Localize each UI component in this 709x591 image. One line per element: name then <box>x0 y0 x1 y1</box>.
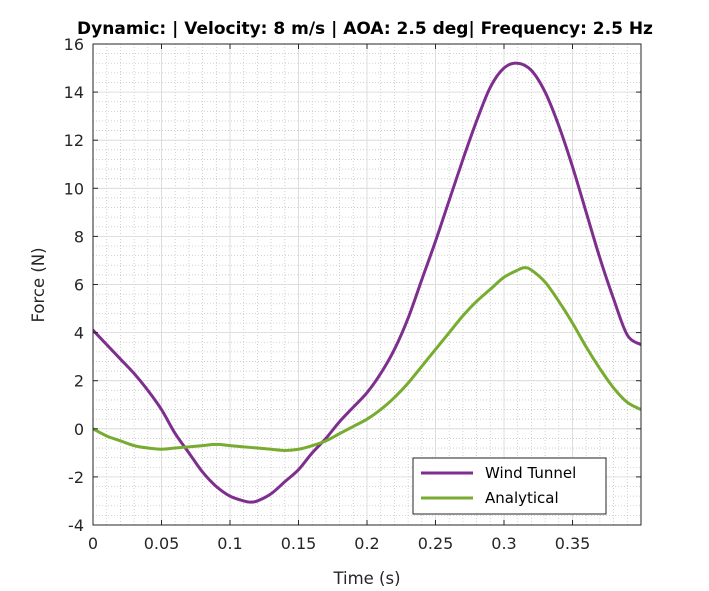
y-tick-label: 14 <box>64 83 84 102</box>
x-axis-label: Time (s) <box>332 569 400 588</box>
legend-box <box>412 457 607 515</box>
y-tick-label: 8 <box>74 227 84 246</box>
y-tick-label: 0 <box>74 420 84 439</box>
ticks <box>92 43 641 526</box>
y-tick-label: 16 <box>64 35 84 54</box>
x-tick-label: 0.25 <box>418 534 454 553</box>
legend-label: Wind Tunnel <box>485 464 576 482</box>
series-line-analytical <box>93 266 641 452</box>
chart-title: Dynamic: | Velocity: 8 m/s | AOA: 2.5 de… <box>77 19 653 39</box>
x-tick-labels: 0 0.05 0.1 0.15 0.2 0.25 0.3 0.35 <box>88 534 590 553</box>
x-tick-label: 0.15 <box>281 534 317 553</box>
y-tick-label: 10 <box>64 179 84 198</box>
y-tick-label: 2 <box>74 372 84 391</box>
series-line-wind-tunnel <box>93 61 641 504</box>
y-tick-labels: -4 -2 0 2 4 6 8 10 12 14 16 <box>64 35 84 535</box>
y-tick-label: 6 <box>74 276 84 295</box>
x-tick-label: 0.1 <box>217 534 242 553</box>
x-tick-label: 0 <box>88 534 98 553</box>
y-tick-label: 12 <box>64 131 84 150</box>
y-tick-label: -4 <box>68 516 84 535</box>
y-tick-label: -2 <box>68 468 84 487</box>
x-tick-label: 0.05 <box>144 534 180 553</box>
x-tick-label: 0.35 <box>555 534 591 553</box>
x-tick-label: 0.3 <box>491 534 516 553</box>
legend: Wind Tunnel Analytical <box>412 457 607 515</box>
y-axis-label: Force (N) <box>29 247 48 322</box>
x-tick-label: 0.2 <box>354 534 379 553</box>
y-tick-label: 4 <box>74 324 84 343</box>
series-layer <box>93 61 641 504</box>
legend-label: Analytical <box>485 489 559 507</box>
